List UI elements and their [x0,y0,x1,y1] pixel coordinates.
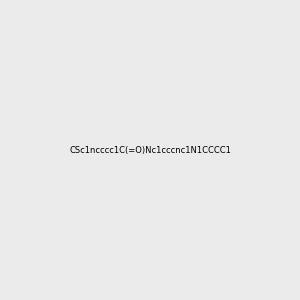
Text: CSc1ncccc1C(=O)Nc1cccnc1N1CCCC1: CSc1ncccc1C(=O)Nc1cccnc1N1CCCC1 [69,146,231,154]
